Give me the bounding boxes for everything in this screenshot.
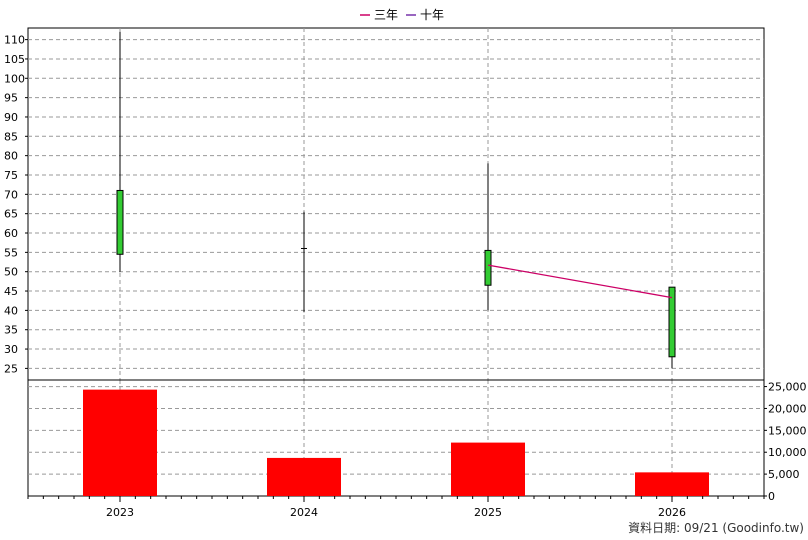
data-date-footer: 資料日期: 09/21 (Goodinfo.tw) <box>628 521 804 535</box>
price-tick-label: 105 <box>4 53 25 66</box>
price-panel: 25 30 35 40 45 50 55 60 65 70 75 80 85 90 95 100 105 110 <box>4 27 765 381</box>
price-tick-label: 35 <box>4 324 18 337</box>
volume-bar-2024 <box>267 457 341 496</box>
price-tick-label: 25 <box>4 362 18 375</box>
x-axis: 2023 2024 2025 2026 <box>27 496 765 519</box>
volume-tick-label: 5,000 <box>768 468 800 481</box>
series-line-0 <box>487 264 673 299</box>
price-plot-area <box>27 27 765 381</box>
x-tick-label-2023: 2023 <box>106 506 134 519</box>
legend-label-0: 三年 <box>374 8 398 22</box>
volume-bar-2026 <box>635 472 709 496</box>
price-tick-label: 60 <box>4 227 18 240</box>
price-tick-label: 65 <box>4 208 18 221</box>
volume-tick-label: 25,000 <box>768 381 807 394</box>
volume-bar-2023 <box>83 389 157 496</box>
price-tick-label: 75 <box>4 169 18 182</box>
x-tick-label-2024: 2024 <box>290 506 318 519</box>
legend: 三年 十年 <box>360 8 444 22</box>
volume-tick-label: 15,000 <box>768 424 807 437</box>
price-tick-label: 40 <box>4 304 18 317</box>
legend-label-1: 十年 <box>420 8 444 22</box>
volume-tick-label: 10,000 <box>768 446 807 459</box>
price-tick-label: 110 <box>4 34 25 47</box>
price-tick-label: 55 <box>4 246 18 259</box>
volume-tick-label: 20,000 <box>768 402 807 415</box>
price-tick-label: 100 <box>4 72 25 85</box>
candle-body-2025 <box>484 249 492 286</box>
price-tick-label: 50 <box>4 266 18 279</box>
price-tick-label: 30 <box>4 343 18 356</box>
price-tick-label: 45 <box>4 285 18 298</box>
candle-body-2023 <box>116 189 124 255</box>
candle-body-2026 <box>668 286 676 358</box>
price-tick-label: 70 <box>4 188 18 201</box>
x-tick-label-2025: 2025 <box>474 506 502 519</box>
price-tick-label: 85 <box>4 130 18 143</box>
volume-bar-2025 <box>451 442 525 496</box>
price-tick-label: 95 <box>4 92 18 105</box>
volume-panel: 0 5,000 10,000 15,000 20,000 25,000 <box>27 379 807 503</box>
volume-tick-label: 0 <box>768 490 775 503</box>
price-tick-label: 90 <box>4 111 18 124</box>
x-tick-label-2026: 2026 <box>658 506 686 519</box>
price-tick-label: 80 <box>4 150 18 163</box>
